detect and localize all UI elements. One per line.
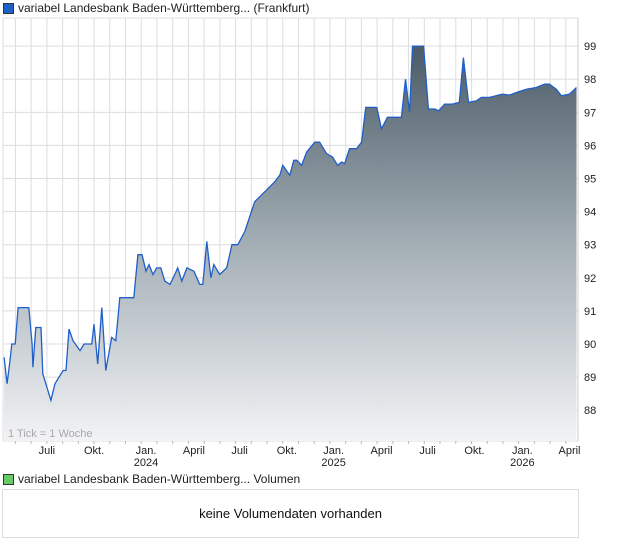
y-tick-label: 89	[584, 372, 596, 384]
x-tick-label: April	[371, 445, 393, 457]
y-tick-label: 98	[584, 74, 596, 86]
x-tick-label: April	[183, 445, 205, 457]
y-tick-label: 94	[584, 207, 596, 219]
y-tick-label: 93	[584, 240, 596, 252]
x-tick-label: Juli	[419, 445, 436, 457]
x-tick-year: 2025	[321, 457, 345, 469]
volume-legend-label: variabel Landesbank Baden-Württemberg...…	[18, 472, 301, 486]
price-legend-label: variabel Landesbank Baden-Württemberg...…	[18, 1, 310, 15]
x-tick-label: April	[559, 445, 581, 457]
volume-legend-swatch	[3, 473, 14, 485]
price-legend: variabel Landesbank Baden-Württemberg...…	[3, 1, 309, 15]
y-tick-label: 96	[584, 140, 596, 152]
price-legend-swatch	[3, 2, 14, 14]
y-tick-label: 99	[584, 41, 596, 53]
no-volume-message: keine Volumendaten vorhanden	[199, 506, 382, 521]
volume-chart: keine Volumendaten vorhanden	[2, 489, 579, 538]
x-tick-label: Okt.	[464, 445, 484, 457]
y-tick-label: 97	[584, 107, 596, 119]
y-tick-label: 90	[584, 339, 596, 351]
tick-note: 1 Tick = 1 Woche	[8, 428, 93, 440]
x-tick-label: Jan.	[136, 445, 157, 457]
x-tick-label: Jan.	[512, 445, 533, 457]
x-tick-label: Jan.	[323, 445, 344, 457]
y-tick-label: 95	[584, 174, 596, 186]
x-tick-year: 2026	[510, 457, 534, 469]
price-area	[4, 46, 577, 441]
x-tick-year: 2024	[134, 457, 158, 469]
x-tick-label: Juli	[39, 445, 56, 457]
volume-legend: variabel Landesbank Baden-Württemberg...…	[3, 472, 300, 486]
price-line	[3, 45, 577, 403]
x-tick-label: Okt.	[277, 445, 297, 457]
x-tick-label: Juli	[231, 445, 248, 457]
y-tick-label: 91	[584, 306, 596, 318]
y-tick-label: 92	[584, 273, 596, 285]
x-tick-label: Okt.	[84, 445, 104, 457]
y-tick-label: 88	[584, 405, 596, 417]
